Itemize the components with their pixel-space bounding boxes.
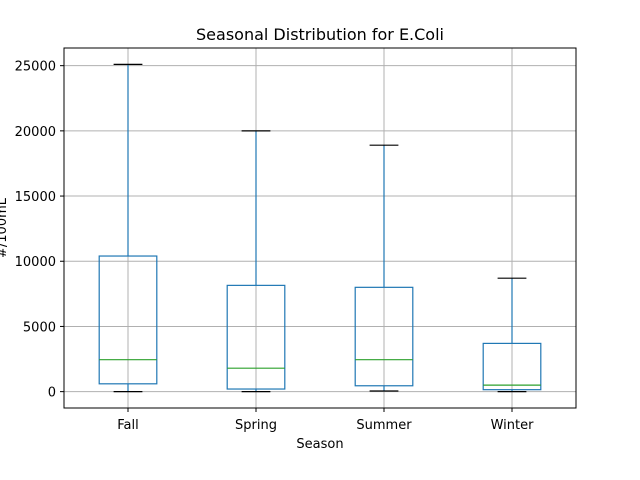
y-axis-label: #/100mL (0, 197, 10, 258)
iqr-box (482, 342, 542, 391)
x-tick-label: Winter (491, 418, 535, 433)
box-summer (354, 144, 414, 392)
box-fall (98, 63, 158, 393)
box-winter (482, 277, 542, 393)
plot-frame (63, 47, 577, 409)
x-tick-label: Summer (356, 418, 412, 433)
y-tick-label: 10000 (15, 255, 56, 270)
x-tick-label: Fall (117, 418, 138, 433)
grid-lines (64, 48, 576, 408)
y-tick-label: 5000 (23, 320, 56, 335)
iqr-box (226, 284, 286, 390)
x-axis-label: Season (296, 437, 343, 452)
y-tick-label: 0 (48, 386, 56, 401)
axis-ticks: 0 5000 10000 15000 20000 25000 Fall Spring Summe… (15, 60, 534, 433)
iqr-box (354, 286, 414, 387)
y-tick-label: 25000 (15, 60, 56, 75)
iqr-box (98, 255, 158, 385)
y-tick-label: 15000 (15, 190, 56, 205)
boxes (98, 63, 542, 393)
chart-title: Seasonal Distribution for E.Coli (196, 25, 444, 44)
x-tick-label: Spring (235, 418, 277, 433)
y-tick-label: 20000 (15, 125, 56, 140)
box-spring (226, 130, 286, 393)
